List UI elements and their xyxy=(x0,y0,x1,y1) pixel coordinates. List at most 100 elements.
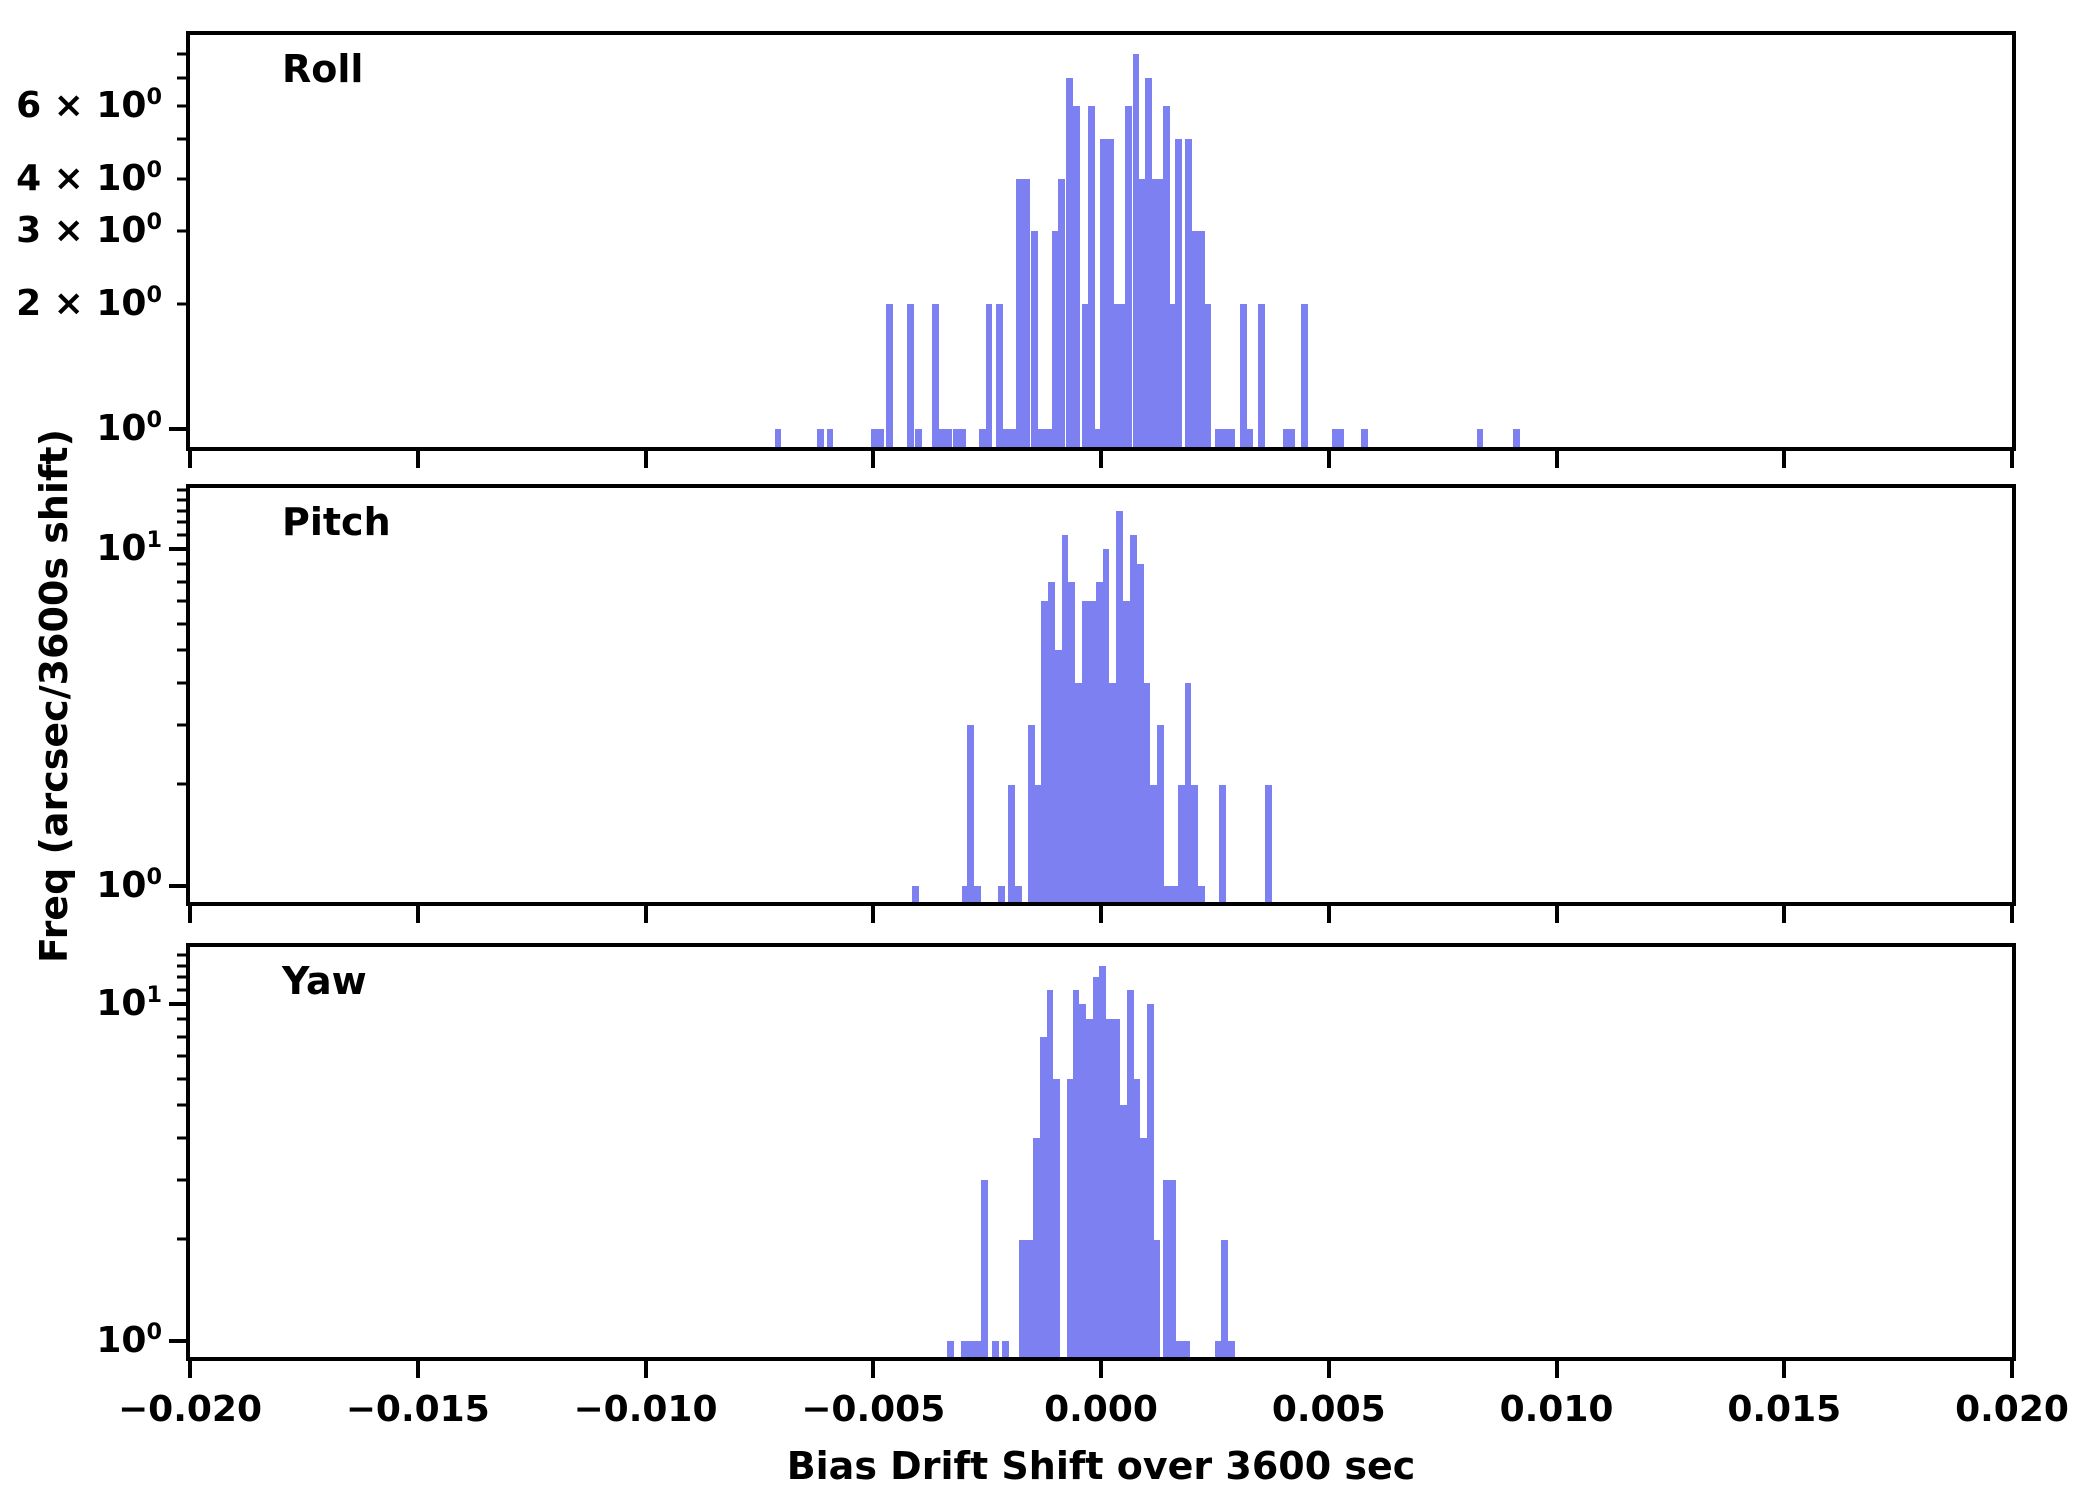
histogram-bar xyxy=(1153,1239,1160,1357)
pitch-x-axis xyxy=(188,488,2014,923)
x-tick-label: 0.010 xyxy=(1499,1389,1614,1430)
x-major-tick xyxy=(643,1361,648,1378)
x-tick-label: 0.005 xyxy=(1271,1389,1386,1430)
histogram-bar xyxy=(1088,106,1096,447)
histogram-bar xyxy=(1129,535,1137,902)
histogram-bar xyxy=(1086,1019,1094,1357)
histogram-bar xyxy=(907,304,914,447)
histogram-bar xyxy=(1184,683,1192,902)
histogram-bar xyxy=(1197,231,1205,447)
histogram-bar xyxy=(1001,1340,1009,1357)
y-minor-tick xyxy=(177,302,186,306)
histogram-bar xyxy=(996,304,1003,447)
y-minor-tick xyxy=(177,1017,186,1021)
y-minor-tick xyxy=(177,723,186,727)
histogram-bar xyxy=(1124,106,1132,447)
histogram-bar xyxy=(1240,304,1247,447)
histogram-bar xyxy=(978,429,986,447)
x-major-tick xyxy=(871,451,876,468)
x-major-tick xyxy=(415,451,420,468)
y-tick-label: 101 xyxy=(96,982,162,1025)
histogram-bar xyxy=(1265,784,1273,902)
histogram-bar xyxy=(1228,429,1236,447)
histogram-bar xyxy=(1100,138,1108,447)
histogram-bar xyxy=(1065,78,1073,447)
histogram-bar xyxy=(997,885,1005,902)
histogram-bar xyxy=(1026,1239,1033,1357)
histogram-bar xyxy=(774,429,782,447)
histogram-bar xyxy=(1136,564,1144,902)
y-tick-label: 100 xyxy=(96,407,162,450)
histogram-bar xyxy=(961,885,969,902)
histogram-bar xyxy=(1169,304,1176,447)
y-axis-label: Freq (arcsec/3600s shift) xyxy=(32,429,76,963)
histogram-bar xyxy=(973,885,981,902)
y-minor-tick xyxy=(177,648,186,652)
yaw-histogram-panel: Yaw 100 101 −0.020 −0.015 −0.010 −0.005 0.000… xyxy=(96,943,2069,1430)
histogram-bar xyxy=(1001,429,1009,447)
histogram-bar xyxy=(1054,650,1062,902)
histogram-bar xyxy=(1337,429,1345,447)
x-major-tick xyxy=(643,906,648,923)
histogram-bar xyxy=(967,1340,975,1357)
histogram-bar xyxy=(877,429,885,447)
histogram-bar xyxy=(1257,304,1265,447)
histogram-bar xyxy=(1082,601,1089,902)
x-major-tick xyxy=(871,1361,876,1378)
histogram-bar xyxy=(1093,977,1100,1357)
x-major-tick xyxy=(1782,451,1787,468)
histogram-bar xyxy=(1041,601,1048,902)
histogram-bar xyxy=(1215,1340,1222,1357)
histogram-bar xyxy=(1044,429,1052,447)
y-minor-tick xyxy=(177,498,186,502)
y-minor-tick xyxy=(177,580,186,584)
histogram-bar xyxy=(991,1340,999,1357)
histogram-bar xyxy=(1106,138,1114,447)
x-major-tick xyxy=(1099,906,1103,923)
histogram-bar xyxy=(1185,138,1193,447)
histogram-bar xyxy=(1034,784,1042,902)
x-major-tick xyxy=(2010,1361,2014,1378)
histogram-bar xyxy=(959,429,967,447)
histogram-bar xyxy=(1132,54,1140,447)
histogram-bar xyxy=(1119,1105,1127,1357)
histogram-bar xyxy=(1169,1180,1177,1357)
histogram-bar xyxy=(1095,581,1103,902)
yaw-x-axis: −0.020 −0.015 −0.010 −0.005 0.000 0.005 0.010 0… xyxy=(118,947,2069,1430)
histogram-bar xyxy=(886,304,894,447)
histogram-bar xyxy=(960,1340,968,1357)
histogram-bar xyxy=(915,429,923,447)
x-major-tick xyxy=(188,451,192,468)
histogram-bar xyxy=(1061,535,1069,902)
histogram-bar xyxy=(1028,725,1036,902)
y-minor-tick xyxy=(177,229,186,233)
histogram-bar xyxy=(931,304,939,447)
histogram-bar xyxy=(1068,581,1076,902)
x-major-tick xyxy=(1326,451,1331,468)
histogram-bar xyxy=(1039,1036,1047,1357)
y-tick-label: 2 × 100 xyxy=(16,282,162,325)
histogram-bar xyxy=(817,429,825,447)
x-major-tick xyxy=(1099,1361,1103,1378)
histogram-bar xyxy=(1053,1078,1061,1357)
x-major-tick xyxy=(1782,906,1787,923)
histogram-bar xyxy=(1139,179,1146,447)
pitch-bars-layer xyxy=(190,488,2012,902)
panel-title-roll: Roll xyxy=(282,47,364,91)
y-minor-tick xyxy=(177,953,186,957)
histogram-bar xyxy=(947,1340,955,1357)
histogram-bar xyxy=(1081,304,1089,447)
histogram-bar xyxy=(1170,885,1178,902)
y-minor-tick xyxy=(177,782,186,786)
x-tick-label: −0.020 xyxy=(117,1389,263,1430)
yaw-y-axis: 100 101 xyxy=(96,947,2012,1359)
histogram-bar xyxy=(826,429,834,447)
histogram-bar xyxy=(1031,231,1038,447)
histogram-bar xyxy=(1032,1138,1040,1357)
x-major-tick xyxy=(415,906,420,923)
histogram-bar xyxy=(1140,1138,1148,1357)
histogram-bar xyxy=(1183,1340,1191,1357)
histogram-bar xyxy=(1112,304,1120,447)
y-minor-tick xyxy=(177,509,186,513)
